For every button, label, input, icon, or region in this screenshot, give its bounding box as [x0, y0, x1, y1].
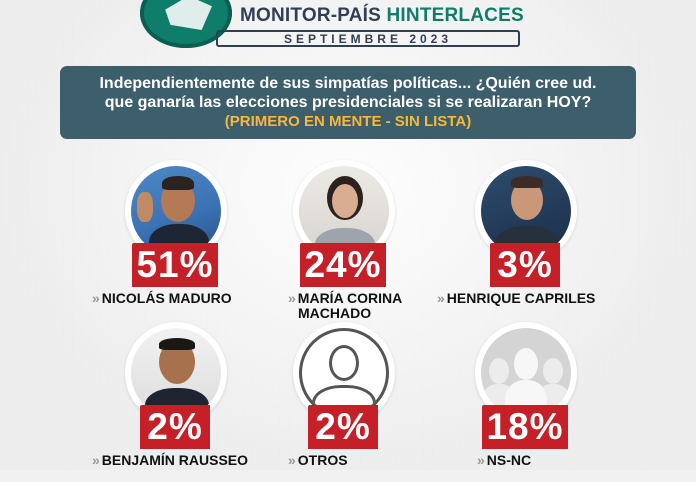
percentage-label: 2% — [140, 405, 210, 449]
question-line-1: Independientemente de sus simpatías polí… — [99, 75, 597, 92]
arrow-icon: » — [92, 290, 100, 306]
question-box: Independientemente de sus simpatías polí… — [60, 66, 636, 139]
percentage-label: 18% — [482, 405, 568, 449]
candidate-name: » MARÍA CORINA MACHADO — [288, 290, 403, 321]
brand-prefix: MONITOR-PAÍS — [240, 5, 387, 26]
percentage-label: 51% — [132, 243, 218, 287]
subtitle-box: SEPTIEMBRE 2023 — [216, 30, 520, 47]
candidate-name: » NS-NC — [477, 452, 532, 468]
person-silhouette-icon — [299, 328, 389, 418]
arrow-icon: » — [288, 452, 296, 468]
question-line-2: que ganaría las elecciones presidenciale… — [104, 94, 592, 111]
candidate-photo — [299, 166, 389, 256]
candidate-card-machado: 24% » MARÍA CORINA MACHADO — [253, 160, 433, 321]
candidate-name: » OTROS — [288, 452, 348, 468]
candidate-card-capriles: 3% » HENRIQUE CAPRILES — [435, 160, 615, 320]
percentage-label: 3% — [490, 243, 560, 287]
candidate-name: » NICOLÁS MADURO — [92, 290, 232, 306]
candidate-name: » HENRIQUE CAPRILES — [437, 290, 596, 306]
candidate-card-otros: 2% » OTROS — [253, 322, 433, 482]
candidate-card-nsnc: 18% » NS-NC — [435, 322, 615, 482]
candidate-photo — [131, 328, 221, 418]
survey-date: SEPTIEMBRE 2023 — [283, 31, 453, 46]
candidate-photo — [481, 166, 571, 256]
arrow-icon: » — [92, 452, 100, 468]
candidate-name: » BENJAMÍN RAUSSEO — [92, 452, 249, 468]
group-silhouette-icon — [481, 328, 571, 418]
arrow-icon: » — [477, 452, 485, 468]
candidate-card-maduro: 51% » NICOLÁS MADURO — [85, 160, 265, 320]
percentage-label: 24% — [300, 243, 386, 287]
photo-frame — [293, 322, 395, 424]
arrow-icon: » — [437, 290, 445, 306]
brand-accent: HINTERLACES — [386, 5, 524, 26]
map-icon — [165, 0, 212, 30]
candidate-photo — [131, 166, 221, 256]
candidate-card-rausseo: 2% » BENJAMÍN RAUSSEO — [85, 322, 265, 482]
arrow-icon: » — [288, 290, 296, 306]
question-note: (PRIMERO EN MENTE - SIN LISTA) — [224, 113, 472, 130]
brand-title: MONITOR-PAÍS HINTERLACES — [240, 5, 524, 27]
percentage-label: 2% — [308, 405, 378, 449]
